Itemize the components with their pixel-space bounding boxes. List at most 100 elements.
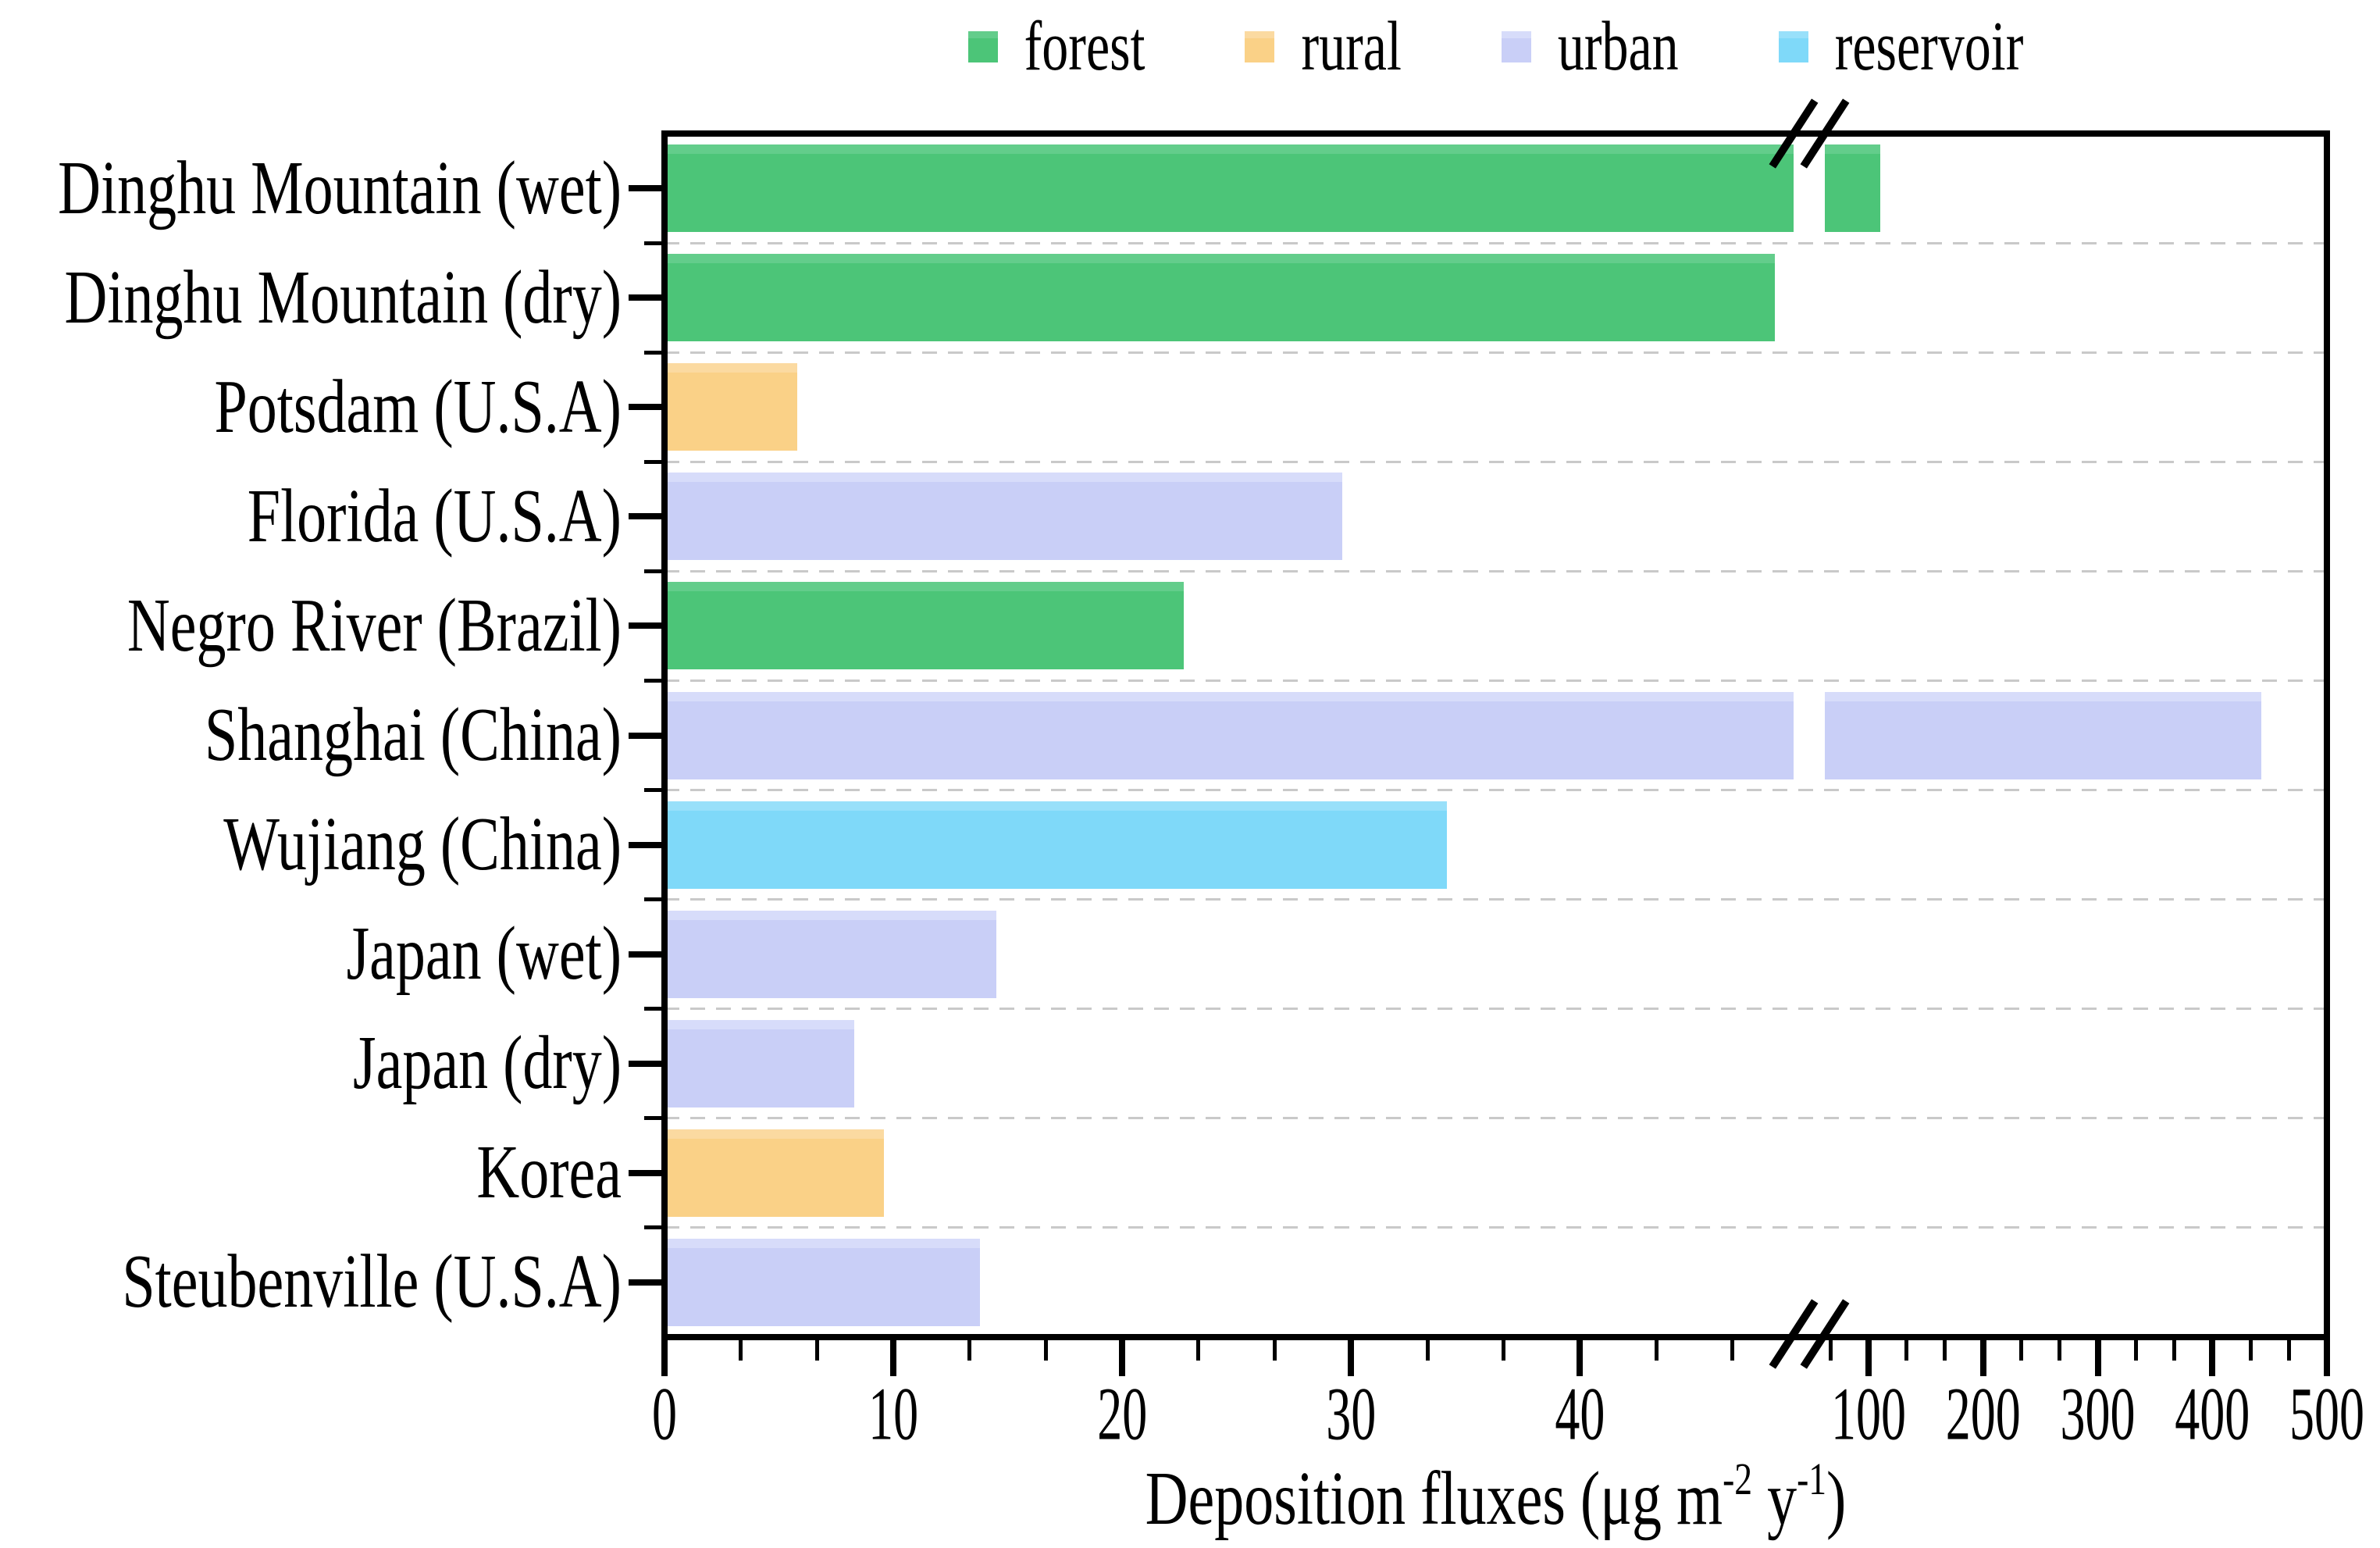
x-axis-minor-tick (967, 1340, 972, 1361)
x-axis-minor-tick (1273, 1340, 1277, 1361)
x-axis-major-tick (1348, 1340, 1355, 1376)
category-label-text: Korea (476, 1130, 622, 1215)
x-tick-label: 100 (1831, 1372, 1906, 1456)
x-tick-label-text: 200 (1945, 1372, 2021, 1456)
legend-label-reservoir: reservoir (1834, 6, 2024, 86)
x-axis-major-tick (2094, 1340, 2101, 1376)
x-axis-minor-tick (2248, 1340, 2253, 1361)
y-axis-minor-tick (644, 350, 664, 355)
bar-urban (664, 473, 1342, 561)
x-axis-minor-tick (1730, 1340, 1735, 1361)
x-axis-minor-tick (1904, 1340, 1909, 1361)
x-axis-major-tick (890, 1340, 897, 1376)
x-tick-label-text: 400 (2175, 1372, 2250, 1456)
category-label-text: Steubenville (U.S.A) (122, 1239, 622, 1325)
bar-forest (664, 254, 1775, 342)
x-axis-major-tick (2324, 1340, 2330, 1376)
top-axis-break-gap (0, 0, 22, 9)
x-axis-minor-tick (1196, 1340, 1201, 1361)
x-axis-line (661, 1334, 2330, 1340)
urban-swatch-icon (1501, 30, 1531, 62)
bar-forest-after-break (1825, 144, 1880, 233)
plot-right-border (2324, 130, 2330, 1340)
forest-swatch-icon (967, 30, 998, 62)
bar-forest (664, 144, 1794, 233)
legend-item-rural: rural (1245, 7, 1402, 85)
y-axis-major-tick (629, 732, 664, 739)
y-axis-major-tick (629, 841, 664, 848)
gridline (664, 1008, 2327, 1011)
x-tick-label: 10 (868, 1372, 918, 1456)
y-axis-major-tick (629, 1060, 664, 1067)
x-tick-label: 40 (1555, 1372, 1605, 1456)
x-axis-title-sup-minus1: -1 (1797, 1453, 1827, 1504)
x-axis-minor-tick (739, 1340, 743, 1361)
category-label: Korea (0, 1118, 625, 1228)
category-label: Potsdam (U.S.A) (0, 352, 625, 462)
legend-item-urban: urban (1501, 7, 1679, 85)
category-label-text: Dinghu Mountain (wet) (58, 145, 622, 230)
x-axis-major-tick (1577, 1340, 1584, 1376)
x-tick-label-text: 40 (1555, 1372, 1605, 1456)
bar-rural (664, 1129, 885, 1217)
category-label: Shanghai (China) (0, 680, 625, 790)
x-axis-minor-tick (1943, 1340, 1947, 1361)
x-axis-minor-tick (1828, 1340, 1833, 1361)
x-axis-title-suffix: ) (1826, 1457, 1847, 1541)
y-axis-major-tick (629, 622, 664, 630)
category-label: Japan (dry) (0, 1009, 625, 1118)
plot-top-border (661, 130, 2330, 137)
x-axis-minor-tick (1502, 1340, 1506, 1361)
x-axis-minor-tick (1654, 1340, 1659, 1361)
x-axis-minor-tick (2172, 1340, 2176, 1361)
category-label: Florida (U.S.A) (0, 462, 625, 571)
y-axis-minor-tick (644, 1116, 664, 1121)
category-label: Wujiang (China) (0, 790, 625, 900)
x-tick-label: 0 (652, 1372, 677, 1456)
category-label-text: Wujiang (China) (223, 802, 622, 886)
y-axis-minor-tick (644, 678, 664, 683)
x-axis-minor-tick (2286, 1340, 2291, 1361)
gridline (664, 569, 2327, 572)
axis-break-layer (0, 0, 2380, 1369)
bar-urban (664, 1019, 855, 1107)
y-axis-major-tick (629, 513, 664, 520)
category-label-text: Florida (U.S.A) (247, 473, 622, 558)
x-axis-major-tick (1979, 1340, 1986, 1376)
legend-label-forest: forest (1024, 6, 1145, 86)
category-label: Dinghu Mountain (wet) (0, 134, 625, 243)
x-axis-minor-tick (2058, 1340, 2062, 1361)
x-axis-major-tick (2209, 1340, 2216, 1376)
y-axis-major-tick (629, 294, 664, 301)
y-axis-minor-tick (644, 241, 664, 245)
chart-legend: forest rural urban reservoir (664, 7, 2327, 85)
x-axis-minor-tick (2133, 1340, 2138, 1361)
x-axis-title: Deposition fluxes (μg m-2 y-1) (664, 1453, 2327, 1541)
legend-item-reservoir: reservoir (1778, 7, 2023, 85)
bar-reservoir (664, 801, 1448, 889)
x-axis-minor-tick (814, 1340, 819, 1361)
gridline (664, 1226, 2327, 1229)
x-axis-minor-tick (2019, 1340, 2024, 1361)
gridline (664, 460, 2327, 463)
x-axis-major-tick (661, 1340, 668, 1376)
x-axis-minor-tick (1044, 1340, 1048, 1361)
category-label-text: Japan (dry) (353, 1021, 622, 1105)
x-axis-title-mid: y (1752, 1457, 1797, 1541)
gridline (664, 679, 2327, 682)
x-tick-label-text: 20 (1097, 1372, 1148, 1456)
x-axis-title-sup-minus2: -2 (1723, 1453, 1753, 1504)
category-label-text: Negro River (Brazil) (126, 583, 622, 668)
reservoir-swatch-icon (1778, 30, 1808, 62)
legend-label-rural: rural (1301, 6, 1402, 86)
bar-forest (664, 582, 1185, 670)
x-axis-major-tick (1865, 1340, 1872, 1376)
bar-rural (664, 363, 797, 451)
y-axis-major-tick (629, 951, 664, 958)
x-tick-label-text: 30 (1326, 1372, 1377, 1456)
y-axis-line (661, 130, 668, 1340)
x-tick-label-text: 500 (2289, 1372, 2364, 1456)
bar-urban (664, 1238, 981, 1326)
rural-swatch-icon (1245, 30, 1275, 62)
x-tick-label: 500 (2289, 1372, 2364, 1456)
